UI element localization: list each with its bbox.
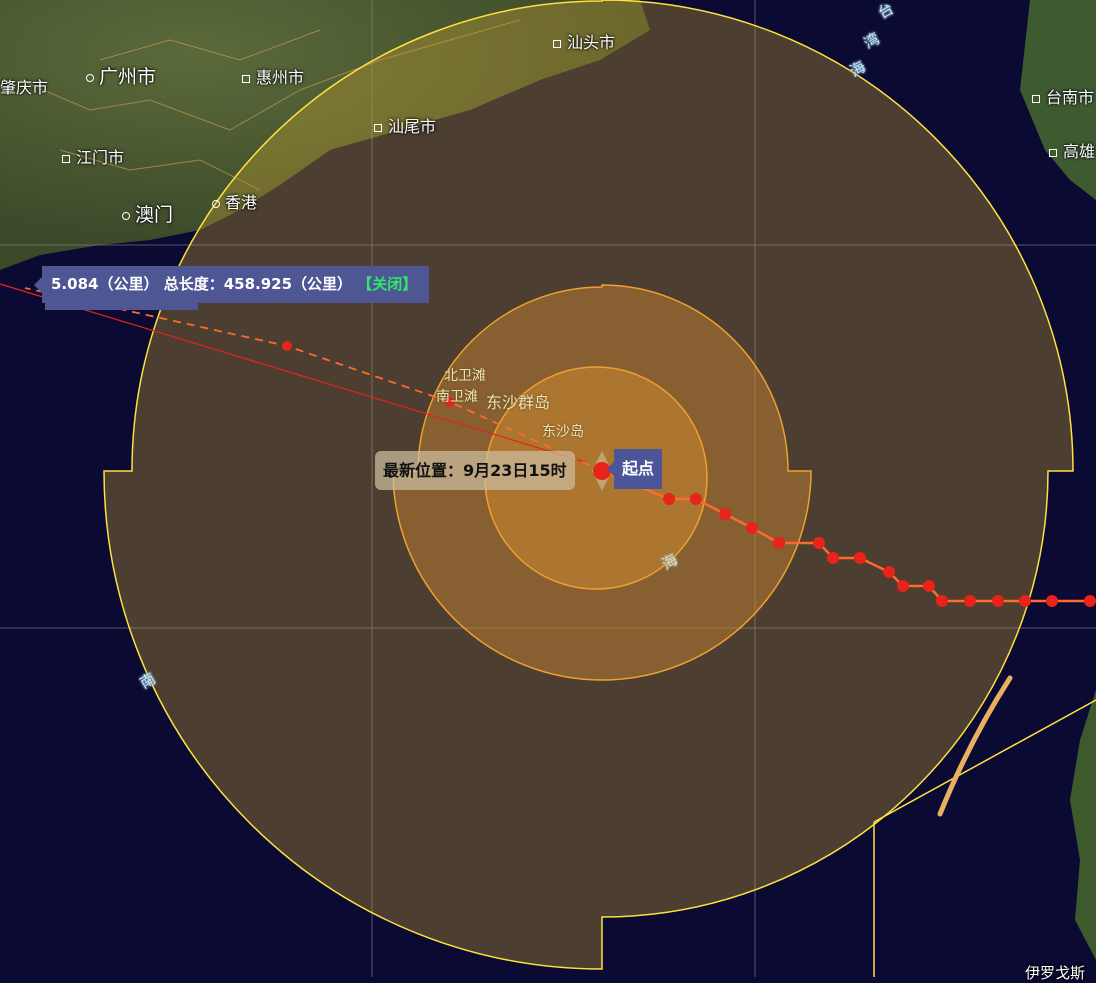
city-name: 惠州市 [256, 68, 305, 87]
city-name: 高雄 [1063, 142, 1096, 161]
city-label: 江门市 [62, 144, 124, 168]
measure-close-button[interactable]: 【关闭】 [357, 275, 418, 293]
city-label: 台南市 [1032, 84, 1094, 108]
city-name: 汕尾市 [388, 117, 437, 136]
city-name: 江门市 [76, 148, 125, 167]
measure-total-label: 总长度： [163, 275, 224, 293]
city-marker-icon [86, 73, 94, 82]
land-luzon [1070, 690, 1096, 960]
track-point[interactable] [719, 508, 731, 520]
measure-total: 458.925（公里） [223, 275, 353, 293]
island-label: 东沙岛 [542, 424, 584, 440]
city-name: 汕头市 [567, 33, 616, 52]
current-position-point[interactable] [593, 462, 611, 480]
track-point[interactable] [1046, 595, 1058, 607]
track-point[interactable] [663, 493, 675, 505]
forecast-point[interactable] [445, 397, 455, 407]
city-name: 台南市 [1046, 88, 1095, 107]
forecast-point[interactable] [282, 341, 292, 351]
city-marker-icon [553, 39, 561, 48]
track-point[interactable] [746, 522, 758, 534]
city-label: 惠州市 [242, 64, 304, 88]
track-point[interactable] [1019, 595, 1031, 607]
track-point[interactable] [883, 566, 895, 578]
city-marker-icon [374, 123, 382, 132]
measure-line [0, 283, 586, 463]
city-label: 香港 [212, 189, 257, 213]
start-point-label[interactable]: 起点 [606, 449, 663, 489]
track-point[interactable] [897, 580, 909, 592]
island-label: 北卫滩 [444, 368, 486, 384]
city-marker-icon [1032, 94, 1040, 103]
city-marker-icon [62, 154, 70, 163]
warning-line-48h [937, 675, 1013, 817]
city-label: 高雄 [1049, 138, 1095, 162]
island-label: 南卫滩 [436, 389, 478, 405]
city-name: 广州市 [99, 66, 157, 88]
land-taiwan [1020, 0, 1096, 200]
track-point[interactable] [923, 580, 935, 592]
island-label: 东沙群岛 [486, 393, 551, 412]
track-point[interactable] [854, 552, 866, 564]
measure-segment: 5.084（公里） [51, 275, 159, 293]
city-label: 广州市 [86, 62, 156, 89]
city-label: 汕尾市 [374, 113, 436, 137]
place-label-ilocos: 伊罗戈斯 [1025, 964, 1086, 982]
latest-position-label: 最新位置：9月23日15时 [375, 451, 575, 490]
warning-line-24h [873, 699, 1096, 977]
track-point[interactable] [813, 537, 825, 549]
forecast-track-line [24, 287, 603, 472]
city-marker-icon [242, 74, 250, 83]
city-marker-icon [212, 199, 220, 208]
land-guangdong [0, 0, 650, 270]
track-point[interactable] [1084, 595, 1096, 607]
city-name: 香港 [225, 193, 258, 212]
track-point[interactable] [827, 552, 839, 564]
city-label: 汕头市 [553, 29, 615, 53]
city-name: 澳门 [135, 204, 174, 226]
measure-tooltip: 5.084（公里） 总长度：458.925（公里） 【关闭】 [33, 266, 430, 310]
track-point[interactable] [773, 537, 785, 549]
track-point[interactable] [690, 493, 702, 505]
city-marker-icon [122, 211, 130, 220]
city-name: 肇庆市 [0, 78, 49, 97]
city-label: 澳门 [122, 200, 173, 227]
track-point[interactable] [964, 595, 976, 607]
city-marker-icon [1049, 148, 1057, 157]
wind-circle-7 [103, 0, 1074, 970]
track-point[interactable] [936, 595, 948, 607]
track-point[interactable] [992, 595, 1004, 607]
city-label: 肇庆市 [0, 74, 48, 98]
